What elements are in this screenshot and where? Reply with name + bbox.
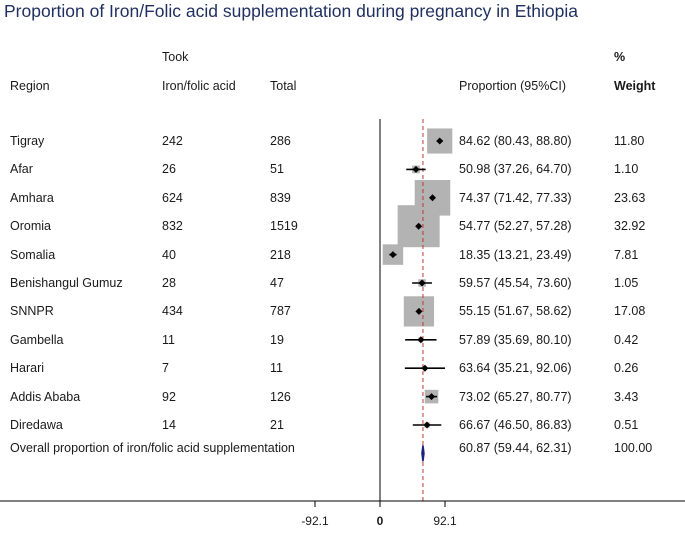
row-ci: 55.15 (51.67, 58.62): [459, 304, 572, 319]
header-region: Region: [10, 79, 50, 93]
point-estimate-marker: [417, 336, 425, 344]
row-weight: 7.81: [614, 247, 639, 262]
row-took: 11: [162, 332, 175, 347]
row-total: 286: [270, 134, 291, 148]
overall-weight: 100.00: [614, 441, 653, 455]
row-region: Oromia: [10, 219, 51, 234]
row-total: 1519: [270, 219, 298, 234]
point-estimate-marker: [428, 393, 436, 401]
row-total: 126: [270, 389, 291, 404]
x-tick-label: -92.1: [301, 514, 329, 528]
overall-ci: 60.87 (59.44, 62.31): [459, 441, 572, 455]
row-weight: 11.80: [614, 134, 645, 148]
row-total: 218: [270, 247, 291, 262]
overall-diamond: [421, 445, 425, 462]
row-total: 11: [270, 361, 283, 376]
point-estimate-marker: [418, 279, 426, 287]
point-estimate-marker: [423, 421, 431, 429]
row-ci: 57.89 (35.69, 80.10): [459, 332, 572, 347]
row-ci: 74.37 (71.42, 77.33): [459, 190, 572, 205]
row-ci: 73.02 (65.27, 80.77): [459, 389, 572, 404]
row-ci: 66.67 (46.50, 86.83): [459, 418, 572, 432]
row-total: 51: [270, 162, 284, 177]
overall-label: Overall proportion of iron/folic acid su…: [10, 441, 295, 455]
row-region: Diredawa: [10, 418, 63, 432]
row-ci: 18.35 (13.21, 23.49): [459, 247, 572, 262]
row-total: 839: [270, 190, 291, 205]
row-ci: 50.98 (37.26, 64.70): [459, 162, 572, 177]
point-estimate-marker: [412, 165, 420, 173]
row-took: 242: [162, 134, 183, 148]
x-tick-label: 0: [377, 514, 384, 528]
row-took: 7: [162, 361, 169, 376]
row-region: Addis Ababa: [10, 389, 81, 404]
header-total: Total: [270, 79, 297, 93]
row-ci: 59.57 (45.54, 73.60): [459, 276, 572, 290]
row-weight: 0.26: [614, 361, 639, 376]
row-took: 624: [162, 190, 183, 205]
row-region: Harari: [10, 361, 45, 376]
row-ci: 84.62 (80.43, 88.80): [459, 134, 572, 148]
row-took: 832: [162, 219, 183, 234]
row-weight: 17.08: [614, 304, 646, 319]
point-estimate-marker: [428, 194, 436, 202]
row-region: Afar: [10, 162, 33, 177]
header-took-line1: Took: [162, 50, 189, 64]
row-took: 28: [162, 276, 176, 290]
row-weight: 1.05: [614, 276, 639, 290]
row-region: Amhara: [10, 190, 54, 205]
row-took: 14: [162, 418, 176, 432]
row-ci: 54.77 (52.27, 57.28): [459, 219, 572, 234]
point-estimate-marker: [415, 307, 423, 315]
row-took: 40: [162, 247, 176, 262]
row-region: SNNPR: [10, 304, 54, 319]
row-region: Tigray: [10, 134, 45, 148]
row-took: 26: [162, 162, 176, 177]
row-region: Benishangul Gumuz: [10, 276, 123, 290]
point-estimate-marker: [436, 137, 444, 145]
row-total: 21: [270, 418, 284, 432]
header-weight-line2: Weight: [614, 79, 656, 93]
row-weight: 23.63: [614, 190, 646, 205]
row-weight: 0.42: [614, 332, 639, 347]
row-took: 434: [162, 304, 183, 319]
point-estimate-marker: [389, 251, 397, 259]
row-weight: 32.92: [614, 219, 646, 234]
point-estimate-marker: [421, 364, 429, 372]
header-proportion: Proportion (95%CI): [459, 79, 566, 93]
row-total: 47: [270, 276, 284, 290]
chart-title: Proportion of Iron/Folic acid supplement…: [4, 1, 578, 21]
row-weight: 0.51: [614, 418, 639, 432]
header-weight-line1: %: [614, 50, 626, 64]
row-weight: 3.43: [614, 389, 639, 404]
point-estimate-marker: [415, 222, 423, 230]
row-region: Somalia: [10, 247, 56, 262]
row-weight: 1.10: [614, 162, 639, 177]
row-total: 787: [270, 304, 291, 319]
header-took-line2: Iron/folic acid: [162, 79, 236, 93]
row-region: Gambella: [10, 332, 64, 347]
x-tick-label: 92.1: [433, 514, 457, 528]
row-total: 19: [270, 332, 284, 347]
row-took: 92: [162, 389, 176, 404]
row-ci: 63.64 (35.21, 92.06): [459, 361, 572, 376]
